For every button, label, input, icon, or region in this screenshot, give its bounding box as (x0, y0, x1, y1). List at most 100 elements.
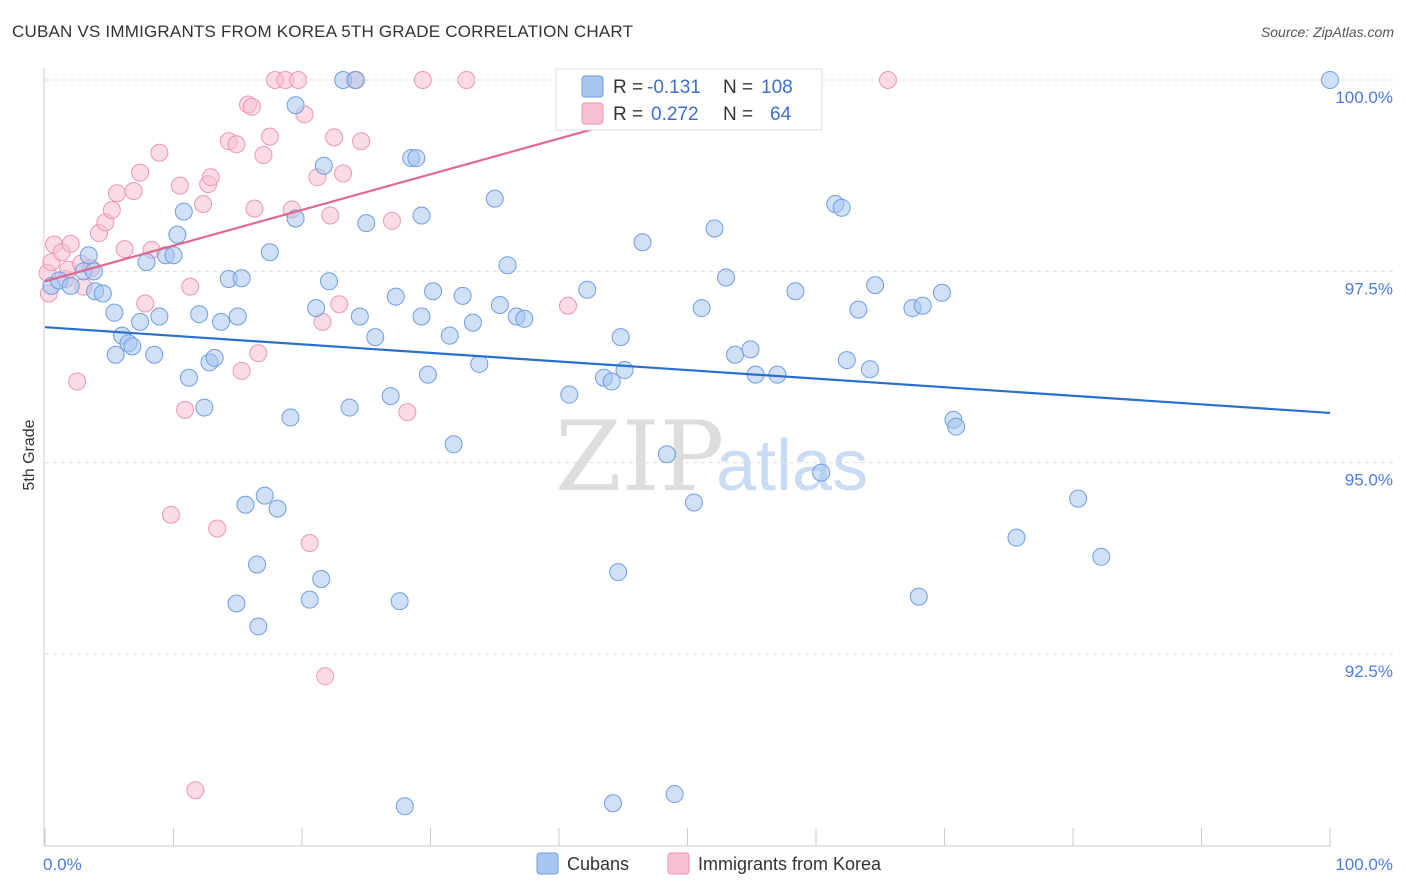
cuban-point (61, 276, 80, 295)
cuban-point (312, 569, 331, 588)
cuban-point (444, 435, 463, 454)
korea-point (232, 361, 251, 380)
korea-point (68, 372, 87, 391)
cuban-point (909, 587, 928, 606)
cuban-point (602, 372, 621, 391)
legend-n-value-korea: 64 (770, 104, 792, 125)
cuban-point (260, 243, 279, 262)
cuban-point (633, 233, 652, 252)
cuban-point (205, 348, 224, 367)
korea-point (181, 277, 200, 296)
korea-point (289, 71, 308, 89)
cuban-point (692, 299, 711, 318)
cuban-point (366, 328, 385, 347)
cuban-point (418, 365, 437, 384)
korea-point (300, 534, 319, 553)
y-axis-title: 5th Grade (21, 419, 38, 490)
korea-point (325, 128, 344, 147)
korea-point (242, 97, 261, 116)
korea-point (878, 71, 897, 89)
cuban-point (381, 387, 400, 406)
cuban-point (340, 398, 359, 417)
korea-point (334, 164, 353, 183)
cuban-point (1321, 71, 1339, 89)
cuban-point (105, 303, 124, 322)
korea-point (321, 206, 340, 225)
cuban-point (232, 269, 251, 288)
korea-point (136, 294, 155, 313)
y-tick-label: 97.5% (1345, 279, 1393, 298)
cuban-point (286, 96, 305, 115)
cuban-point (741, 340, 760, 359)
korea-point (457, 71, 476, 89)
cuban-point (603, 794, 622, 813)
bottom-legend-label-cubans: Cubans (567, 854, 629, 874)
cuban-point (611, 328, 630, 347)
legend-swatch-korea (581, 102, 604, 125)
korea-point (150, 143, 169, 162)
cuban-point (832, 198, 851, 217)
korea-point (115, 240, 134, 259)
legend-n-value-cubans: 108 (761, 77, 793, 98)
cuban-point (300, 590, 319, 609)
cuban-point (913, 296, 932, 315)
cuban-point (412, 307, 431, 326)
cuban-point (705, 219, 724, 238)
cuban-point (195, 398, 214, 417)
chart-title: CUBAN VS IMMIGRANTS FROM KOREA 5TH GRADE… (12, 22, 634, 41)
legend-r-value-cubans: -0.131 (647, 77, 701, 98)
cuban-point (463, 313, 482, 332)
cuban-point (281, 408, 300, 427)
legend-r-value-korea: 0.272 (651, 104, 699, 125)
cuban-point (150, 307, 169, 326)
korea-point (227, 135, 246, 154)
cuban-point (665, 785, 684, 804)
cuban-point (560, 385, 579, 404)
cuban-point (164, 246, 183, 265)
cuban-point (453, 286, 472, 305)
cuban-point (1092, 547, 1111, 566)
cuban-point (212, 312, 231, 331)
cuban-point (93, 284, 112, 303)
cuban-point (786, 282, 805, 301)
cuban-point (307, 299, 326, 318)
trend-line-cubans (44, 326, 1331, 415)
axes (43, 68, 1331, 847)
cuban-point (357, 214, 376, 233)
cuban-point (498, 256, 517, 275)
cuban-point (248, 555, 267, 574)
cuban-point (1007, 528, 1026, 547)
cuban-point (386, 287, 405, 306)
cuban-point (268, 499, 287, 518)
korea-point (413, 71, 432, 89)
korea-point (208, 519, 227, 538)
cuban-point (236, 495, 255, 514)
cuban-point (860, 360, 879, 379)
cuban-point (314, 156, 333, 175)
cuban-point (684, 493, 703, 512)
y-tick-label: 95.0% (1345, 471, 1393, 490)
cuban-point (227, 594, 246, 613)
cuban-point (947, 417, 966, 436)
legend-box: R = -0.131 N = 108 R = 0.272 N = 64 (555, 68, 823, 131)
korea-point (194, 194, 213, 213)
bottom-legend-label-korea: Immigrants from Korea (698, 854, 882, 874)
cuban-point (615, 361, 634, 380)
cuban-point (726, 345, 745, 364)
cuban-point (319, 272, 338, 291)
cubans-points (42, 71, 1339, 816)
x-tick-label-min: 0.0% (43, 855, 82, 874)
korea-point (170, 176, 189, 195)
korea-point (61, 234, 80, 253)
cuban-point (346, 71, 365, 89)
korea-point (398, 403, 417, 422)
cuban-point (106, 345, 125, 364)
cuban-point (131, 312, 150, 331)
legend-n-label-cubans: N = (723, 77, 753, 98)
korea-point (161, 505, 180, 524)
bottom-legend-swatch-cubans (536, 852, 559, 875)
y-tick-label: 100.0% (1335, 88, 1393, 107)
cuban-point (932, 283, 951, 302)
cuban-point (179, 368, 198, 387)
